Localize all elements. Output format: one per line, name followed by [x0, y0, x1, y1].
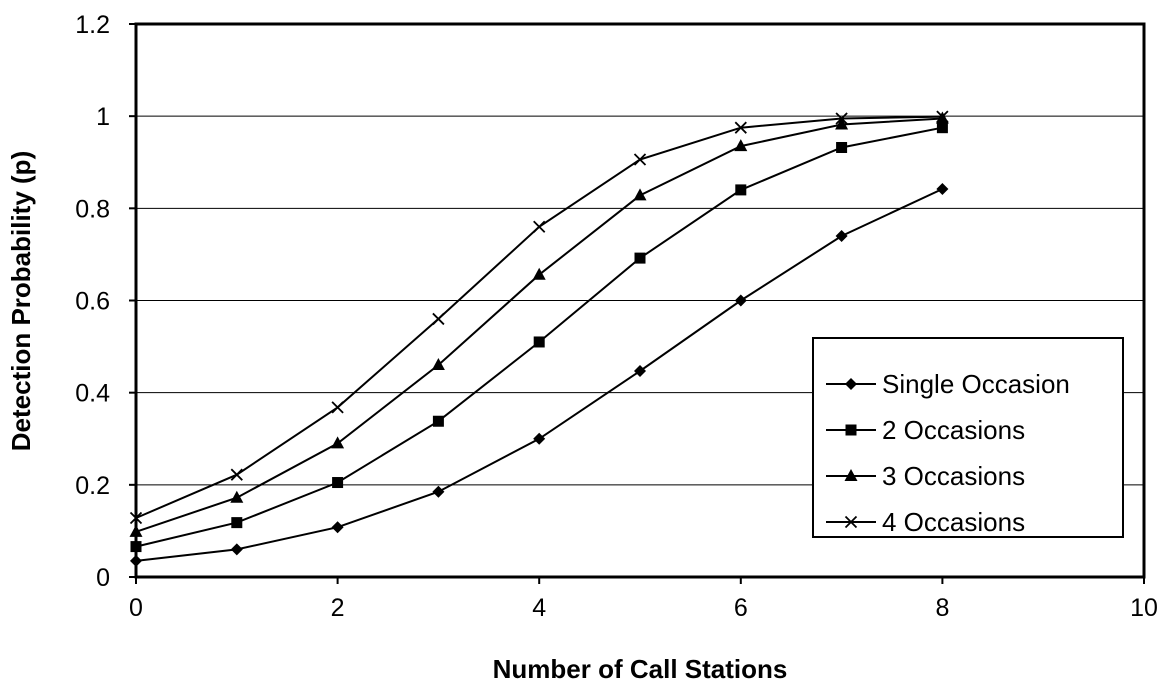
data-point: [633, 153, 647, 166]
data-point: [634, 365, 646, 378]
data-point: [936, 182, 949, 195]
series-2: [130, 122, 948, 553]
y-tick-label: 0.6: [75, 288, 110, 316]
y-tick-label: 0.4: [75, 380, 110, 408]
data-point: [734, 139, 748, 152]
legend-label: 4 Occasions: [882, 507, 1025, 537]
data-point: [331, 521, 344, 534]
x-tick-label: 2: [331, 594, 345, 622]
data-point: [835, 117, 849, 130]
data-point: [431, 358, 445, 371]
legend-marker: [845, 424, 857, 436]
legend-label: Single Occasion: [882, 369, 1070, 399]
data-point: [230, 543, 243, 556]
legend-item: Single Occasion: [826, 369, 1070, 399]
legend-label: 2 Occasions: [882, 415, 1025, 445]
data-point: [533, 220, 546, 233]
x-axis-title: Number of Call Stations: [493, 654, 788, 684]
series-group: [129, 110, 949, 567]
axes: 0 0.2 0.4 0.6 0.8 1 1.2 0 2 4 6 8 10: [75, 11, 1158, 622]
data-point: [936, 110, 949, 123]
data-point: [936, 122, 948, 134]
y-tick-label: 0: [96, 564, 110, 592]
data-point: [130, 541, 142, 553]
legend: Single Occasion 2 Occasions 3 Occasions 4 O…: [812, 337, 1124, 538]
y-tick-label: 1: [96, 103, 110, 131]
series-1: [130, 182, 949, 567]
data-point: [734, 121, 747, 134]
data-point: [432, 415, 444, 427]
legend-item: 2 Occasions: [826, 415, 1025, 445]
data-point: [432, 312, 445, 326]
x-tick-label: 8: [935, 594, 949, 622]
data-point: [532, 267, 546, 280]
legend-label: 3 Occasions: [882, 461, 1025, 491]
legend-item: 3 Occasions: [826, 461, 1025, 491]
data-point: [331, 436, 345, 449]
y-tick-label: 0.8: [75, 195, 110, 223]
data-point: [633, 188, 647, 201]
legend-box: [812, 337, 1124, 538]
legend-marker: [845, 378, 857, 390]
data-point: [129, 511, 143, 525]
legend-item: 4 Occasions: [826, 507, 1025, 537]
data-point: [533, 336, 545, 348]
x-tick-label: 6: [734, 594, 748, 622]
data-point: [835, 229, 848, 242]
data-point: [734, 294, 747, 307]
data-point: [331, 401, 344, 414]
series-4: [129, 110, 949, 525]
x-tick-label: 0: [129, 594, 143, 622]
y-tick-label: 1.2: [75, 11, 110, 39]
y-axis-title: Detection Probability (p): [6, 151, 36, 451]
y-tick-label: 0.2: [75, 472, 110, 500]
data-point: [836, 142, 848, 154]
data-point: [230, 490, 244, 503]
x-tick-label: 4: [532, 594, 546, 622]
data-point: [634, 252, 646, 264]
data-point: [231, 517, 243, 529]
data-point: [230, 468, 243, 481]
data-point: [533, 432, 546, 445]
legend-marker: [844, 515, 858, 529]
series-3: [129, 111, 949, 537]
data-point: [130, 554, 142, 567]
data-point: [432, 485, 445, 498]
data-point: [835, 112, 848, 125]
x-tick-label: 10: [1130, 594, 1158, 622]
legend-marker: [844, 469, 858, 481]
data-point: [735, 184, 747, 196]
data-point: [332, 477, 344, 489]
data-point: [129, 524, 143, 537]
